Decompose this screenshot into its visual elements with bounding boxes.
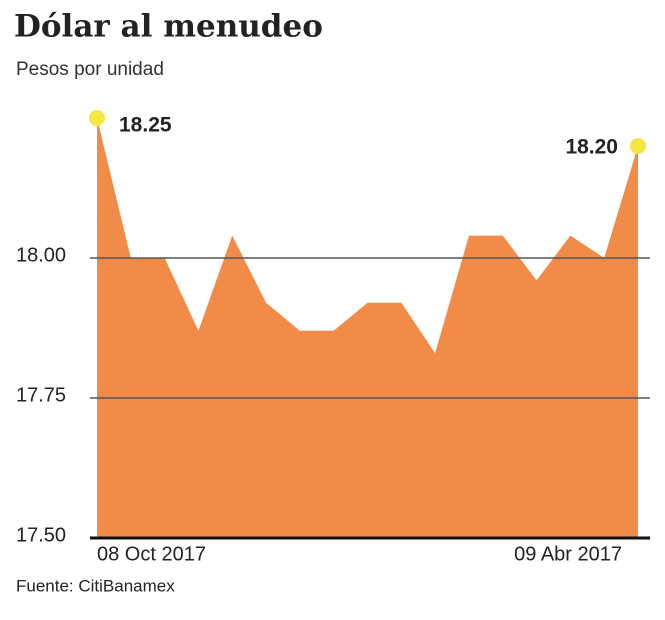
chart-subtitle: Pesos por unidad	[16, 59, 164, 80]
x-tick-label: 08 Oct 2017	[97, 543, 206, 565]
value-label: 18.25	[119, 114, 172, 137]
y-tick-label: 17.50	[16, 524, 66, 546]
y-tick-label: 17.75	[16, 384, 66, 406]
area	[97, 118, 638, 538]
value-label: 18.20	[565, 136, 618, 159]
y-tick-label: 18.00	[16, 244, 66, 266]
x-tick-label: 09 Abr 2017	[514, 543, 622, 565]
marker	[630, 138, 646, 154]
chart-title: Dólar al menudeo	[14, 9, 323, 45]
marker	[89, 110, 105, 126]
source: Fuente: CitiBanamex	[16, 576, 175, 595]
